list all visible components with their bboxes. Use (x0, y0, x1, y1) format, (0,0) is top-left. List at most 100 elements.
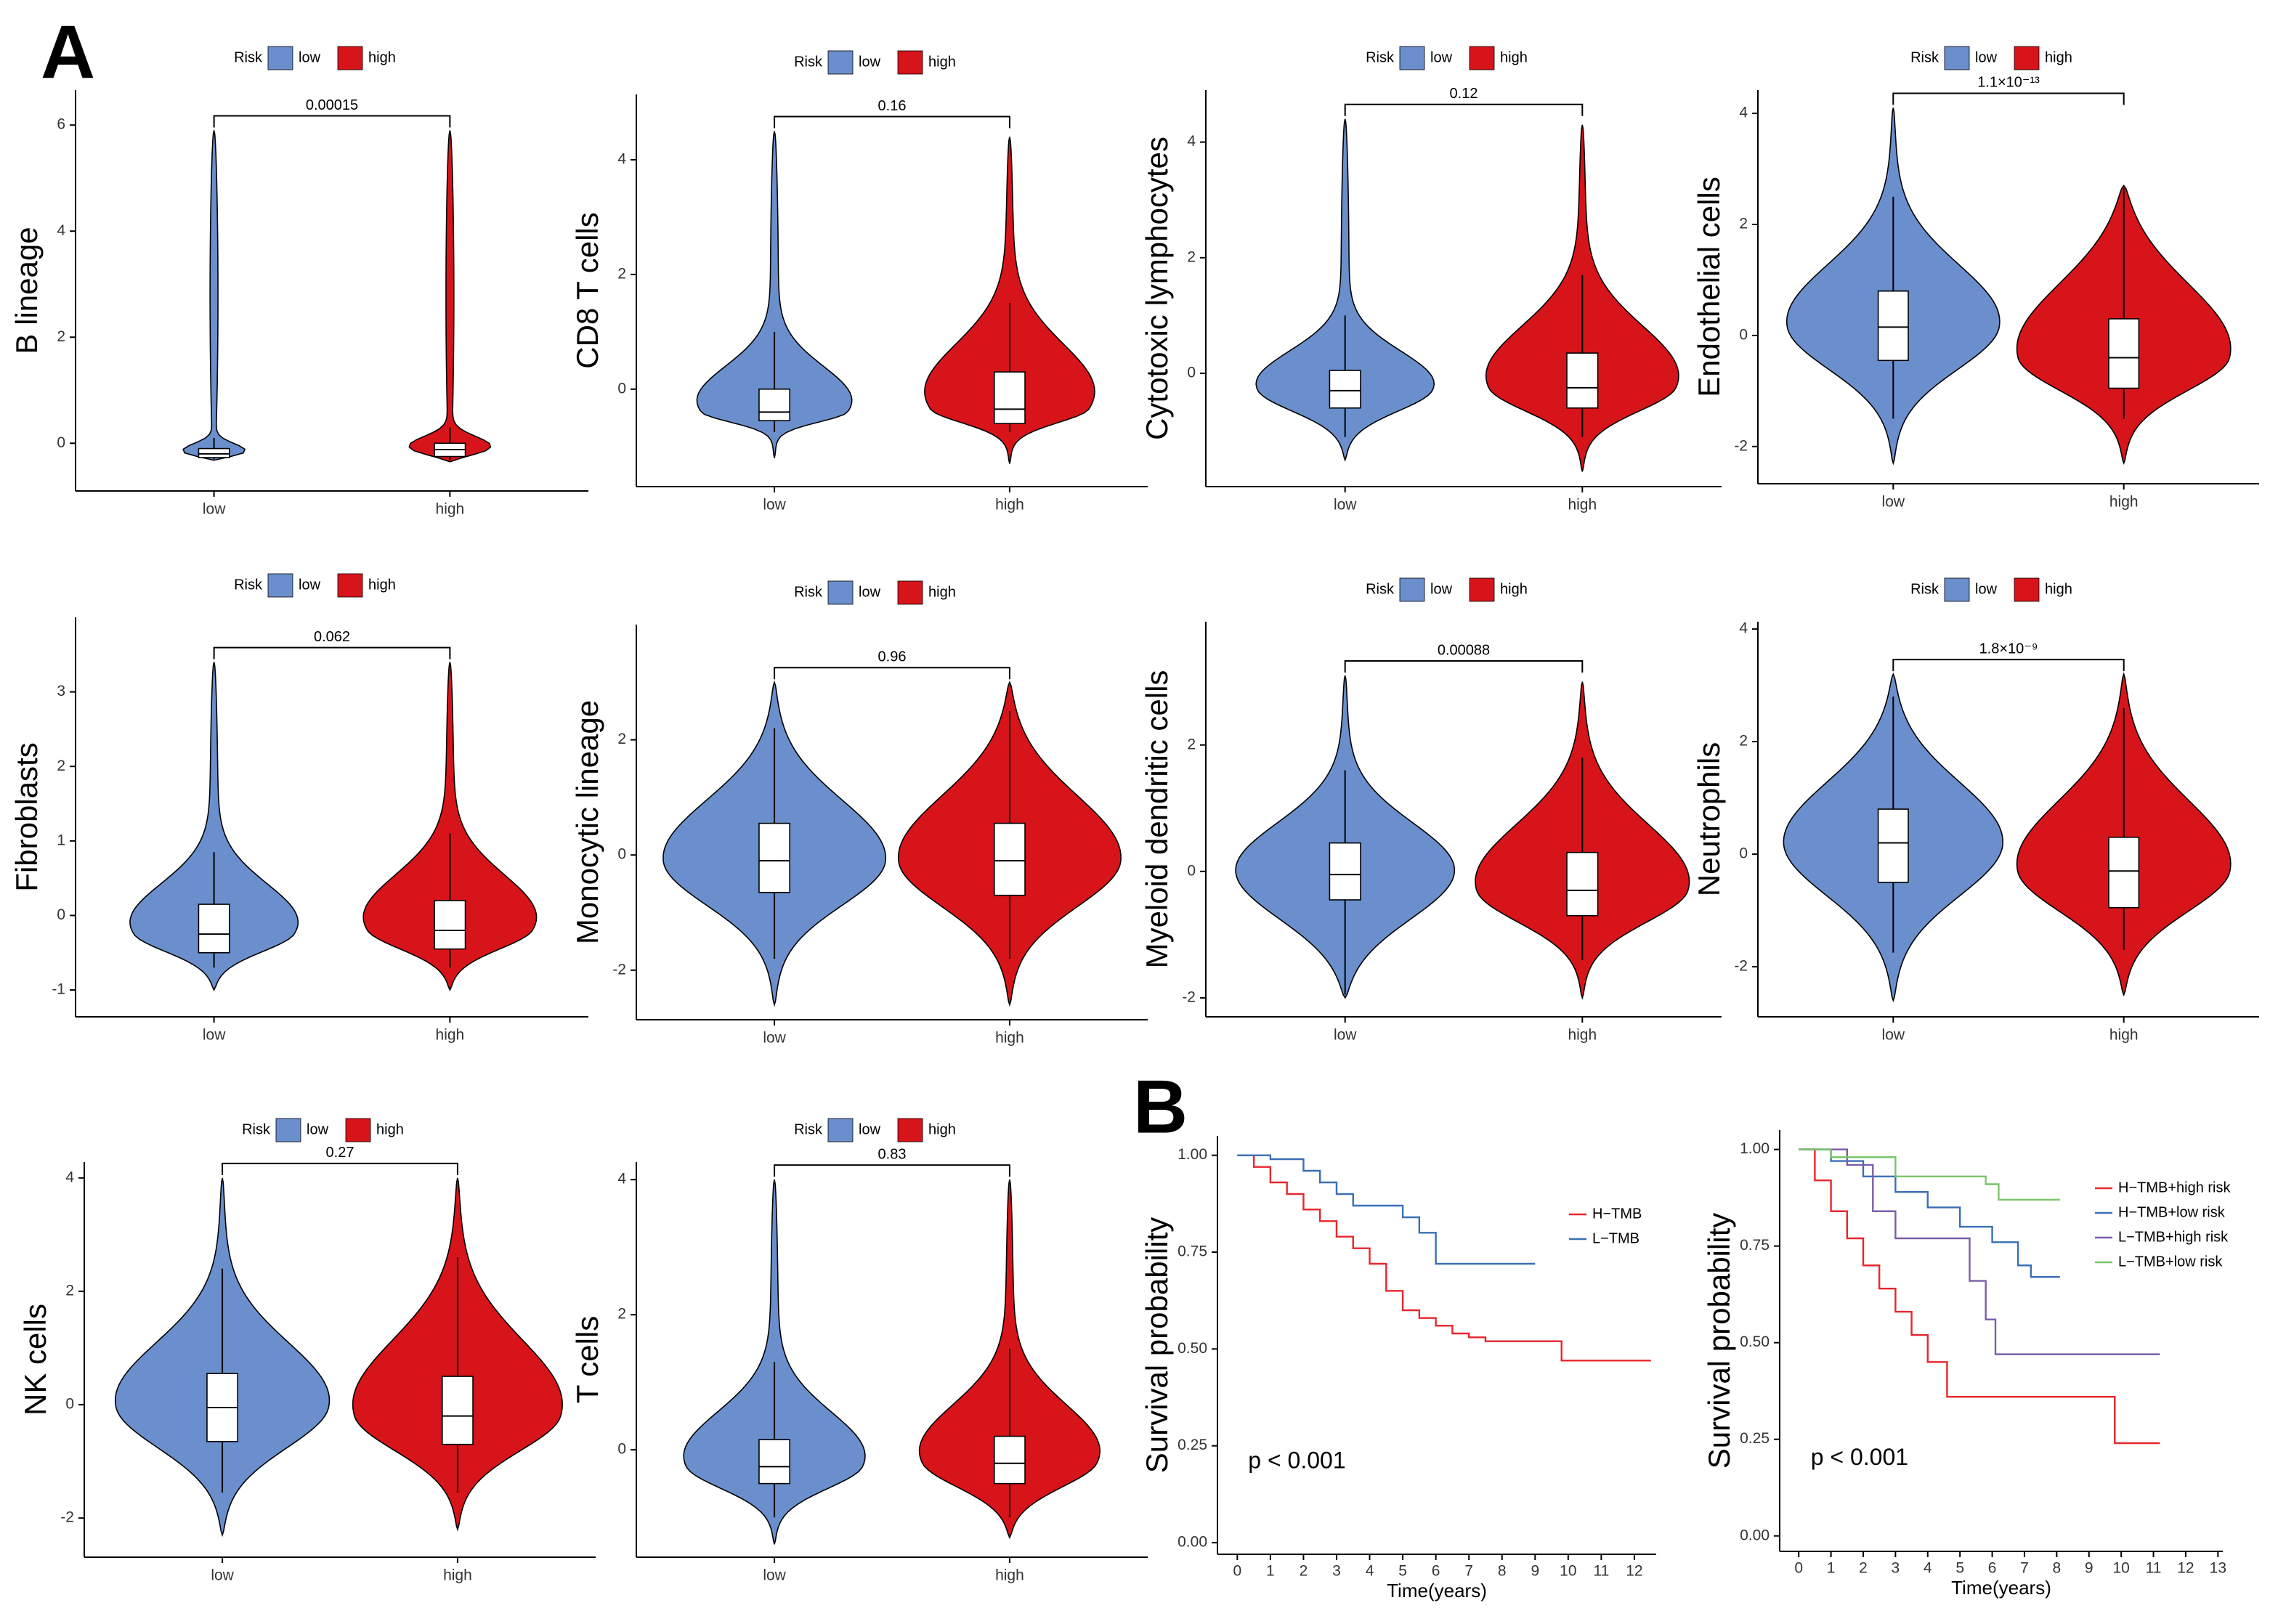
y-axis-label: Myeloid dendritic cells (1140, 670, 1174, 969)
x-tick-label: 10 (1560, 1563, 1576, 1580)
legend-label: low (1430, 581, 1453, 597)
y-axis-label: Fibroblasts (9, 742, 44, 891)
legend-label: low (307, 1121, 329, 1137)
box (198, 447, 230, 458)
x-tick-label: 11 (1593, 1563, 1609, 1580)
y-tick-label: 0 (1187, 862, 1196, 879)
x-tick-label: low (1334, 1027, 1357, 1044)
x-tick-label: 12 (2177, 1560, 2194, 1577)
y-tick-label: -2 (60, 1509, 74, 1526)
legend-swatch (1399, 46, 1425, 70)
y-tick-label: 0.50 (1740, 1333, 1770, 1350)
y-tick-label: 2 (1187, 248, 1196, 265)
y-tick-label: 2 (65, 1282, 74, 1299)
y-tick-label: 3 (57, 683, 65, 699)
x-tick-label: 5 (1955, 1560, 1964, 1577)
violin (408, 130, 492, 463)
box (1566, 851, 1599, 917)
legend-label: high (2045, 49, 2072, 65)
legend-label: high (1500, 581, 1528, 597)
y-axis-label: Cytotoxic lymphocytes (1140, 137, 1174, 440)
y-tick-label: 6 (57, 116, 65, 133)
y-tick-label: 1.00 (1740, 1140, 1770, 1157)
box (758, 388, 790, 422)
legend-label: low (299, 577, 321, 593)
legend-label: high (1500, 49, 1528, 65)
legend-label: H−TMB+high risk (2118, 1180, 2231, 1195)
y-tick-label: 4 (1739, 620, 1748, 637)
survival-curve (1237, 1154, 1536, 1265)
box (758, 1439, 790, 1485)
survival-curve (1799, 1148, 2060, 1201)
x-tick-label: 1 (1266, 1563, 1275, 1580)
y-axis-label: T cells (570, 1316, 604, 1404)
legend-label: low (299, 49, 321, 65)
x-tick-label: 11 (2146, 1560, 2162, 1577)
x-tick-label: low (1882, 494, 1905, 511)
y-tick-label: -2 (1734, 958, 1748, 975)
y-tick-label: 0 (617, 380, 626, 397)
x-tick-label: low (1882, 1027, 1905, 1044)
legend-title: Risk (234, 577, 263, 593)
y-tick-label: 4 (617, 1171, 626, 1187)
x-tick-label: high (1568, 497, 1597, 513)
y-tick-label: 2 (617, 731, 626, 747)
legend-label: L−TMB (1592, 1230, 1639, 1246)
y-tick-label: 0 (1739, 326, 1748, 343)
comparison-bracket (774, 667, 1010, 680)
box (198, 904, 230, 954)
comparison-bracket (213, 115, 451, 128)
violin (696, 131, 853, 458)
legend-swatch (1944, 46, 1970, 70)
y-axis-label: NK cells (18, 1304, 52, 1416)
legend-swatch (827, 1118, 854, 1142)
legend-label: high (368, 49, 396, 65)
x-tick-label: 1 (1827, 1560, 1836, 1577)
legend-swatch (337, 573, 363, 598)
legend-label: low (1975, 581, 1998, 597)
x-tick-label: low (211, 1567, 234, 1584)
y-tick-label: -1 (52, 981, 65, 998)
x-tick-label: 2 (1300, 1563, 1308, 1580)
x-tick-label: 9 (1531, 1563, 1539, 1580)
legend-swatch (897, 1118, 923, 1142)
y-tick-label: 2 (1739, 216, 1748, 232)
survival-curve (1799, 1148, 2060, 1278)
x-tick-label: 3 (1892, 1560, 1900, 1577)
y-tick-label: 1 (57, 832, 65, 848)
legend-swatch (2014, 577, 2040, 602)
violin (1255, 118, 1435, 462)
x-tick-label: low (203, 501, 226, 518)
box (1877, 808, 1909, 883)
y-axis-label: Survival probability (1140, 1217, 1174, 1474)
p-value: 0.83 (878, 1146, 907, 1162)
x-axis-label: Time(years) (1387, 1580, 1487, 1601)
panel-letter: A (41, 10, 95, 94)
box (1329, 842, 1361, 901)
p-value: 0.96 (878, 649, 907, 665)
y-tick-label: 0.25 (1177, 1437, 1207, 1453)
p-value: 0.16 (878, 98, 907, 114)
comparison-bracket (222, 1162, 458, 1175)
y-tick-label: 0.00 (1177, 1534, 1207, 1551)
legend-swatch (897, 580, 923, 605)
legend-swatch (275, 1118, 301, 1142)
legend-swatch (267, 46, 293, 70)
y-tick-label: -2 (612, 961, 626, 978)
x-tick-label: high (436, 501, 465, 518)
y-axis-label: Survival probability (1702, 1213, 1736, 1469)
legend-title: Risk (1366, 49, 1395, 65)
legend-swatch (827, 580, 854, 605)
box (758, 822, 790, 893)
x-tick-label: 8 (2053, 1560, 2062, 1577)
legend-swatch (1944, 577, 1970, 602)
legend-label: high (368, 577, 396, 593)
p-value: 1.1×10⁻¹³ (1977, 75, 2040, 91)
x-tick-label: low (1334, 497, 1357, 513)
legend-title: Risk (1910, 581, 1939, 597)
survival-curve (1237, 1154, 1651, 1362)
y-tick-label: 0.25 (1740, 1430, 1770, 1447)
legend-title: Risk (794, 1121, 823, 1137)
y-tick-label: 2 (57, 758, 65, 774)
legend-title: Risk (234, 49, 263, 65)
